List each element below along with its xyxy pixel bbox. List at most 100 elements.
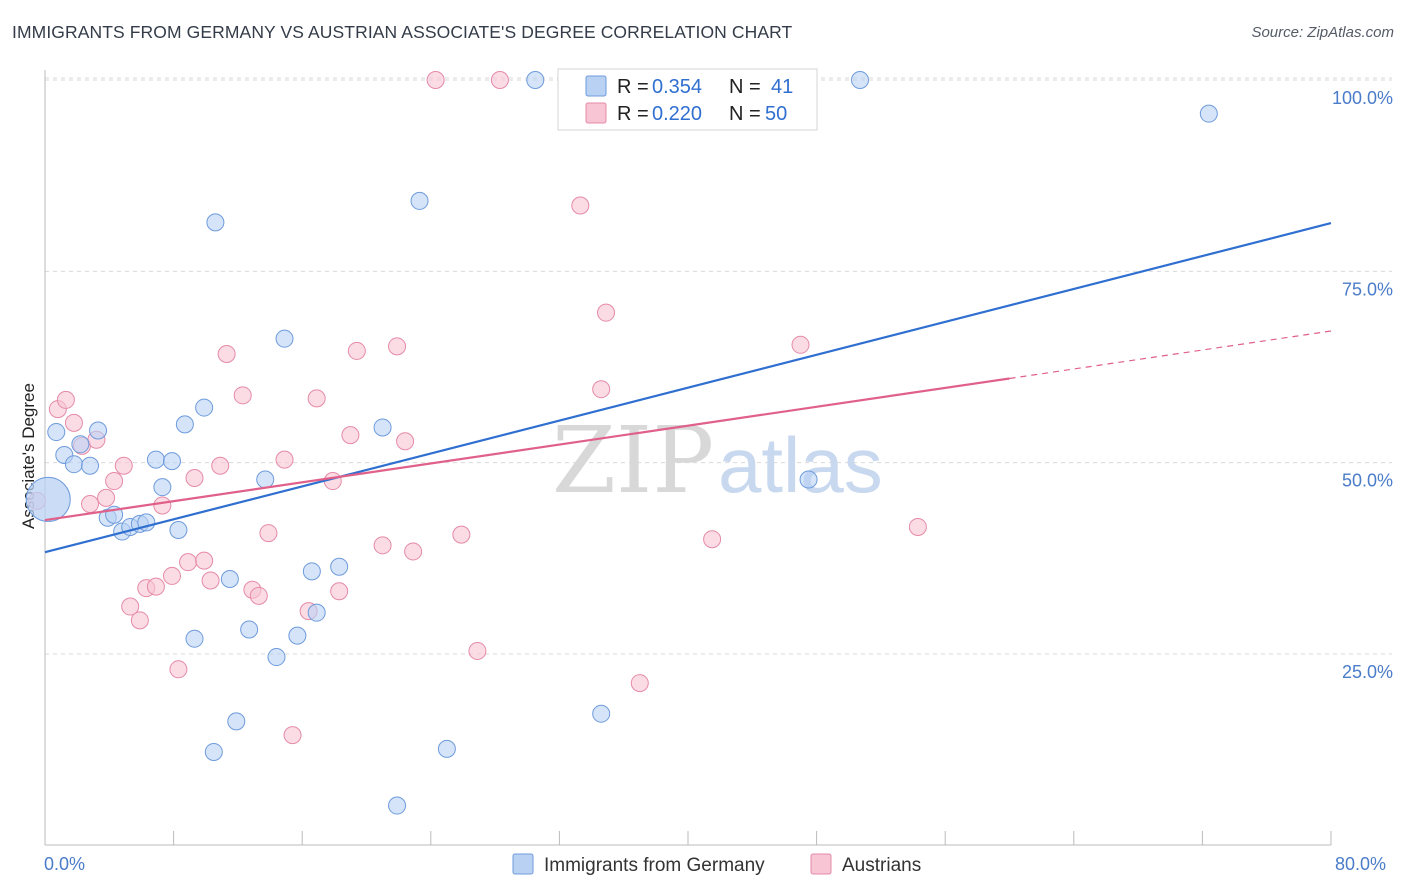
point-blue-points-19 xyxy=(195,398,214,417)
y-tick-label-100: 100.0% xyxy=(1332,88,1393,108)
point-blue-points-23 xyxy=(227,712,246,731)
y-tick-labels: 25.0% 50.0% 75.0% 100.0% xyxy=(1332,88,1393,682)
point-blue-points-3 xyxy=(64,455,83,474)
point-pink-points-7 xyxy=(105,472,124,491)
point-blue-points-14 xyxy=(153,478,172,497)
point-pink-points-25 xyxy=(259,524,278,543)
point-pink-points-31 xyxy=(330,582,349,601)
legend-blue-r-label: R = xyxy=(617,76,649,98)
watermark-atlas: atlas xyxy=(718,421,883,509)
point-pink-points-17 xyxy=(185,468,204,487)
point-blue-points-32 xyxy=(373,418,392,437)
point-blue-points-26 xyxy=(267,648,286,667)
legend-pink-r-value: 0.220 xyxy=(652,103,702,125)
point-pink-points-9 xyxy=(121,597,140,616)
point-blue-points-39 xyxy=(851,71,870,89)
y-tick-label-50: 50.0% xyxy=(1342,471,1393,491)
point-blue-points-16 xyxy=(169,521,188,540)
grid-lines xyxy=(45,77,1392,655)
legend-pink-n-label: N = xyxy=(729,103,761,125)
bottom-legend-swatch-pink xyxy=(810,853,832,875)
point-blue-points-5 xyxy=(81,456,100,475)
point-pink-points-12 xyxy=(146,577,165,596)
point-blue-points-18 xyxy=(185,629,204,648)
legend-pink-n-value: 50 xyxy=(765,103,787,125)
legend-swatch-blue xyxy=(585,75,607,97)
point-blue-points-30 xyxy=(307,603,326,622)
point-blue-points-29 xyxy=(302,562,321,581)
point-pink-points-13 xyxy=(153,496,172,515)
series-legend: Immigrants from Germany Austrians xyxy=(512,853,921,876)
point-pink-points-20 xyxy=(211,456,230,475)
point-blue-points-6 xyxy=(89,421,108,440)
point-blue-points-36 xyxy=(526,71,545,89)
point-pink-points-47 xyxy=(791,335,810,354)
bottom-legend-swatch-blue xyxy=(512,853,534,875)
point-pink-points-37 xyxy=(404,542,423,561)
legend-pink-r-label: R = xyxy=(617,103,649,125)
point-pink-points-27 xyxy=(283,726,302,745)
point-pink-points-34 xyxy=(373,536,392,555)
point-pink-points-16 xyxy=(179,553,198,572)
y-tick-label-75: 75.0% xyxy=(1342,279,1393,299)
point-pink-points-4 xyxy=(81,494,100,513)
point-pink-points-40 xyxy=(468,641,487,660)
point-pink-points-15 xyxy=(169,660,188,679)
point-blue-points-27 xyxy=(275,329,294,348)
stats-legend: R = 0.354 N = 41 R = 0.220 N = 50 xyxy=(557,68,818,131)
point-blue-points-33 xyxy=(388,796,407,815)
point-pink-points-22 xyxy=(233,386,252,405)
point-blue-points-25 xyxy=(256,470,275,489)
watermark-zip: ZIP xyxy=(552,407,714,514)
legend-swatch-pink xyxy=(585,102,607,124)
x-tick-label-max: 80.0% xyxy=(1335,854,1386,874)
point-blue-points-15 xyxy=(162,452,181,471)
point-blue-points-0 xyxy=(25,476,71,522)
point-pink-points-36 xyxy=(396,432,415,451)
point-pink-points-24 xyxy=(249,586,268,605)
point-pink-points-43 xyxy=(592,380,611,399)
point-blue-points-17 xyxy=(175,415,194,434)
point-blue-points-4 xyxy=(71,435,90,454)
point-pink-points-44 xyxy=(597,303,616,322)
x-ticks xyxy=(44,831,1332,845)
trend-lines xyxy=(44,222,1332,554)
point-pink-points-48 xyxy=(908,517,927,536)
point-pink-points-32 xyxy=(341,426,360,445)
chart-title: IMMIGRANTS FROM GERMANY VS AUSTRIAN ASSO… xyxy=(12,22,793,42)
point-pink-points-42 xyxy=(571,196,590,215)
point-pink-points-45 xyxy=(630,674,649,693)
point-blue-points-34 xyxy=(410,191,429,210)
point-pink-points-6 xyxy=(97,488,116,507)
point-blue-points-38 xyxy=(799,470,818,489)
legend-blue-n-label: N = xyxy=(729,76,761,98)
source-label: Source: ZipAtlas.com xyxy=(1251,24,1394,41)
point-blue-points-35 xyxy=(437,739,456,758)
point-pink-points-41 xyxy=(490,71,509,89)
trend-line-germany xyxy=(44,222,1332,554)
point-blue-points-24 xyxy=(240,620,259,639)
point-pink-points-8 xyxy=(114,456,133,475)
legend-blue-n-value: 41 xyxy=(771,76,793,98)
point-blue-points-1 xyxy=(47,423,66,442)
point-blue-points-37 xyxy=(592,704,611,723)
point-pink-points-10 xyxy=(130,611,149,630)
point-pink-points-14 xyxy=(162,566,181,585)
point-pink-points-39 xyxy=(452,525,471,544)
point-pink-points-21 xyxy=(217,344,236,363)
x-tick-label-min: 0.0% xyxy=(44,854,85,874)
point-blue-points-28 xyxy=(288,626,307,645)
point-pink-points-26 xyxy=(275,450,294,469)
bottom-legend-label-austrians: Austrians xyxy=(842,855,921,876)
point-blue-points-31 xyxy=(330,557,349,576)
y-tick-label-25: 25.0% xyxy=(1342,662,1393,682)
legend-blue-r-value: 0.354 xyxy=(652,76,702,98)
trend-line-austrians-extension xyxy=(1009,330,1332,380)
point-pink-points-35 xyxy=(388,337,407,356)
point-pink-points-2 xyxy=(64,413,83,432)
point-blue-points-22 xyxy=(220,569,239,588)
point-blue-points-40 xyxy=(1199,104,1218,123)
point-pink-points-19 xyxy=(201,571,220,590)
point-blue-points-13 xyxy=(146,450,165,469)
